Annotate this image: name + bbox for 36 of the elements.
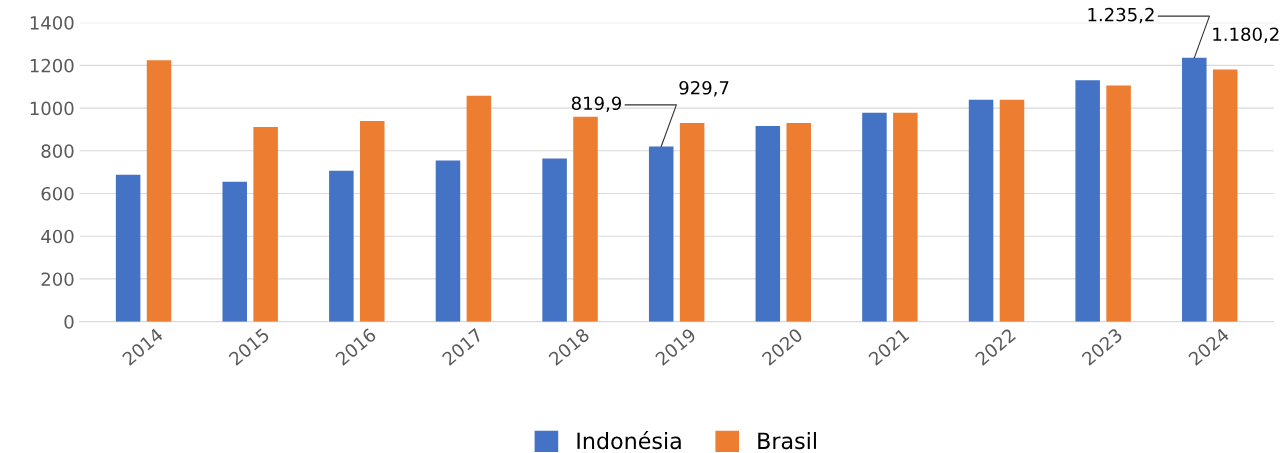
bar xyxy=(1075,80,1100,322)
bar xyxy=(115,174,141,322)
bar xyxy=(466,95,492,322)
bar xyxy=(329,170,354,322)
bar xyxy=(573,116,598,322)
bar xyxy=(648,146,674,322)
data-label: 929,7 xyxy=(679,80,729,97)
bar xyxy=(968,99,994,322)
bar xyxy=(253,127,278,322)
data-label: 1.180,2 xyxy=(1213,27,1279,43)
bar xyxy=(146,60,172,322)
bar xyxy=(679,123,705,322)
y-tick-label: 600 xyxy=(41,186,74,201)
data-label: 819,9 xyxy=(571,96,622,112)
bar xyxy=(222,181,247,322)
bar xyxy=(1182,57,1207,322)
bar xyxy=(786,123,812,322)
y-tick-label: 400 xyxy=(41,229,74,244)
y-tick-label: 800 xyxy=(41,144,74,158)
legend-label: Brasil xyxy=(758,431,816,450)
y-tick-label: 200 xyxy=(41,272,74,287)
bar xyxy=(893,112,918,322)
bar xyxy=(1212,69,1238,322)
y-tick-label: 1200 xyxy=(30,58,74,73)
y-tick-label: 1000 xyxy=(30,101,74,116)
y-tick-label: 1400 xyxy=(30,16,74,30)
bar xyxy=(862,112,887,322)
bar xyxy=(435,160,461,322)
bar xyxy=(755,126,781,322)
bar xyxy=(999,99,1025,322)
bar xyxy=(1106,85,1131,322)
bar xyxy=(542,158,567,322)
legend-label: Indonésia xyxy=(577,431,681,450)
y-tick-label: 0 xyxy=(64,315,74,329)
bar xyxy=(360,120,385,322)
data-label: 1.235,2 xyxy=(1088,7,1154,24)
